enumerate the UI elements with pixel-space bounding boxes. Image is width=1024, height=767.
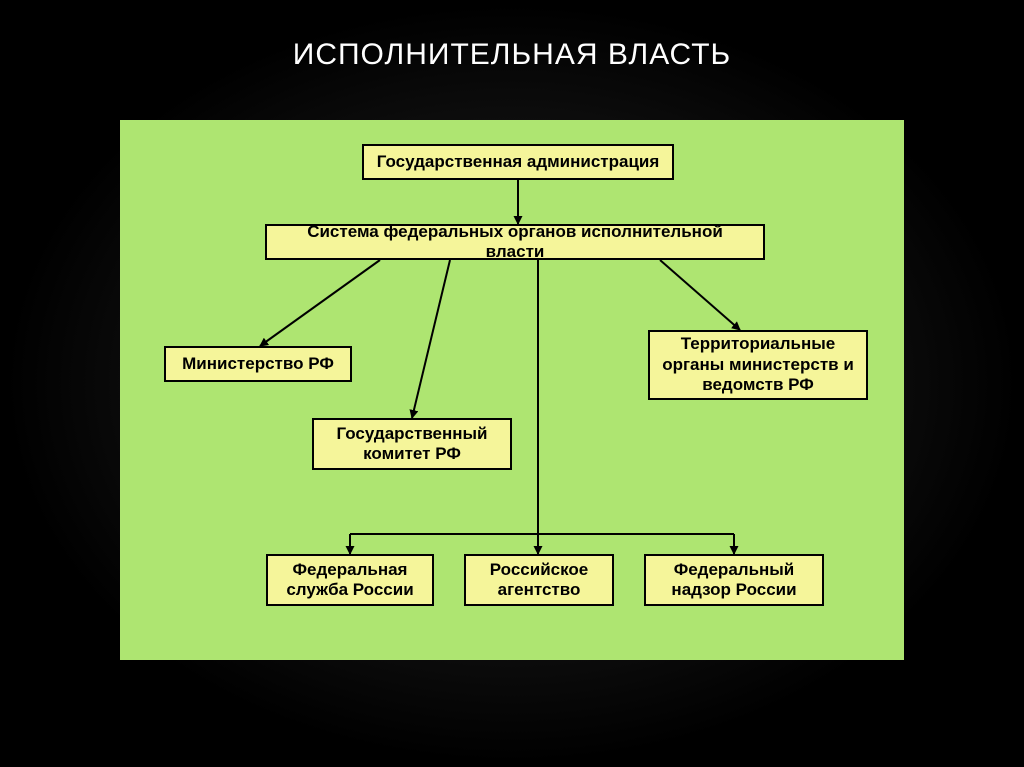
node-n8: Федеральный надзор России xyxy=(644,554,824,606)
node-n1: Государственная администрация xyxy=(362,144,674,180)
node-n5: Территориальные органы министерств и вед… xyxy=(648,330,868,400)
diagram: Государственная администрация Система фед… xyxy=(120,120,904,660)
node-n7: Российское агентство xyxy=(464,554,614,606)
node-n2: Система федеральных органов исполнительн… xyxy=(265,224,765,260)
node-n6: Федеральная служба России xyxy=(266,554,434,606)
node-n3: Министерство РФ xyxy=(164,346,352,382)
node-n4: Государственный комитет РФ xyxy=(312,418,512,470)
slide-title: ИСПОЛНИТЕЛЬНАЯ ВЛАСТЬ xyxy=(0,0,1024,72)
